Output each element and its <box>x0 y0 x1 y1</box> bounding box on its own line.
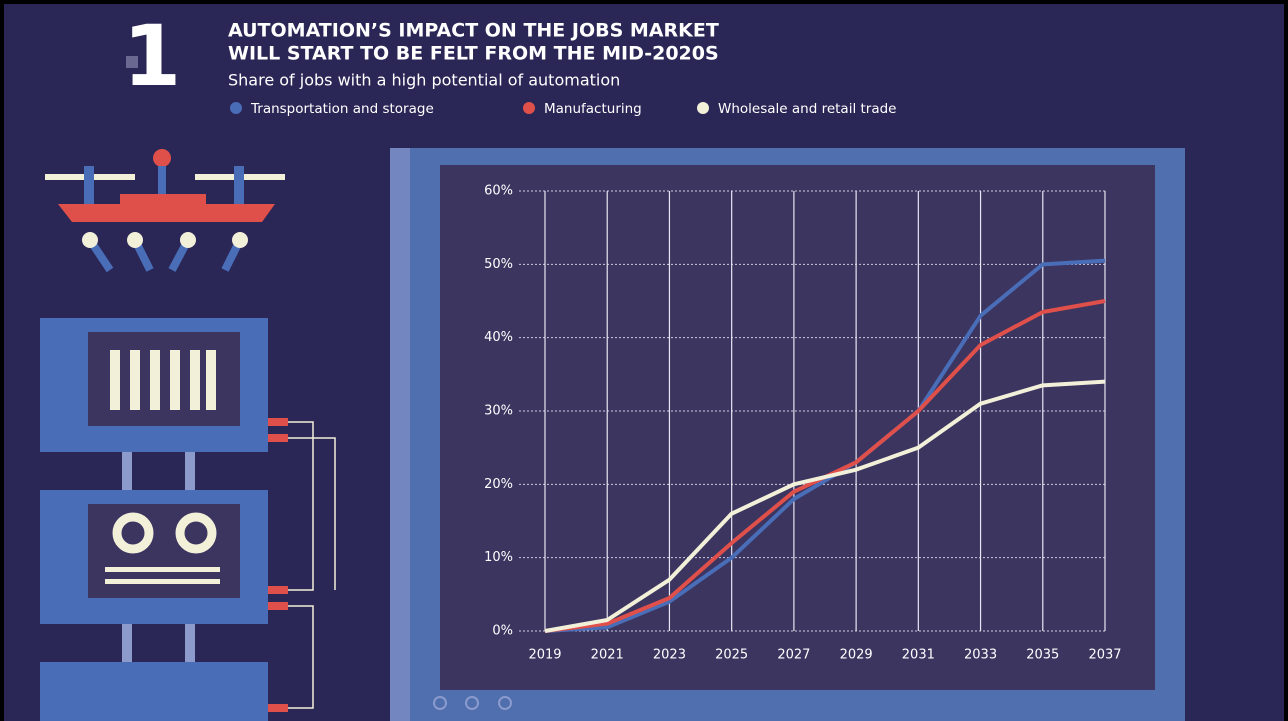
chart-subtitle: Share of jobs with a high potential of a… <box>228 71 620 90</box>
y-tick-label: 50% <box>484 257 513 272</box>
legend-label: Transportation and storage <box>250 101 434 117</box>
x-tick-label: 2027 <box>777 648 810 663</box>
x-tick-label: 2031 <box>902 648 935 663</box>
x-tick-label: 2019 <box>528 648 561 663</box>
y-tick-label: 30% <box>484 404 513 419</box>
y-tick-label: 0% <box>492 624 513 639</box>
x-tick-label: 2023 <box>653 648 686 663</box>
x-tick-label: 2037 <box>1088 648 1121 663</box>
decor <box>126 56 138 68</box>
x-tick-label: 2029 <box>840 648 873 663</box>
y-tick-label: 40% <box>484 330 513 345</box>
x-tick-label: 2021 <box>591 648 624 663</box>
chart-title: AUTOMATION’S IMPACT ON THE JOBS MARKET <box>228 20 719 42</box>
plot-screen <box>440 165 1155 690</box>
legend-swatch <box>230 102 242 114</box>
infographic: 1 AUTOMATION’S IMPACT ON THE JOBS MARKET… <box>0 0 1288 721</box>
legend-label: Wholesale and retail trade <box>718 101 896 117</box>
legend-swatch <box>697 102 709 114</box>
x-tick-label: 2025 <box>715 648 748 663</box>
monitor-edge <box>390 148 410 721</box>
chart-title: WILL START TO BE FELT FROM THE MID-2020S <box>228 43 719 65</box>
legend-swatch <box>523 102 535 114</box>
x-tick-label: 2033 <box>964 648 997 663</box>
x-tick-label: 2035 <box>1026 648 1059 663</box>
legend-label: Manufacturing <box>544 101 642 117</box>
y-tick-label: 20% <box>484 477 513 492</box>
y-tick-label: 60% <box>484 184 513 199</box>
y-tick-label: 10% <box>484 550 513 565</box>
badge-number: 1 <box>123 7 181 105</box>
page: 1 AUTOMATION’S IMPACT ON THE JOBS MARKET… <box>0 0 1288 721</box>
